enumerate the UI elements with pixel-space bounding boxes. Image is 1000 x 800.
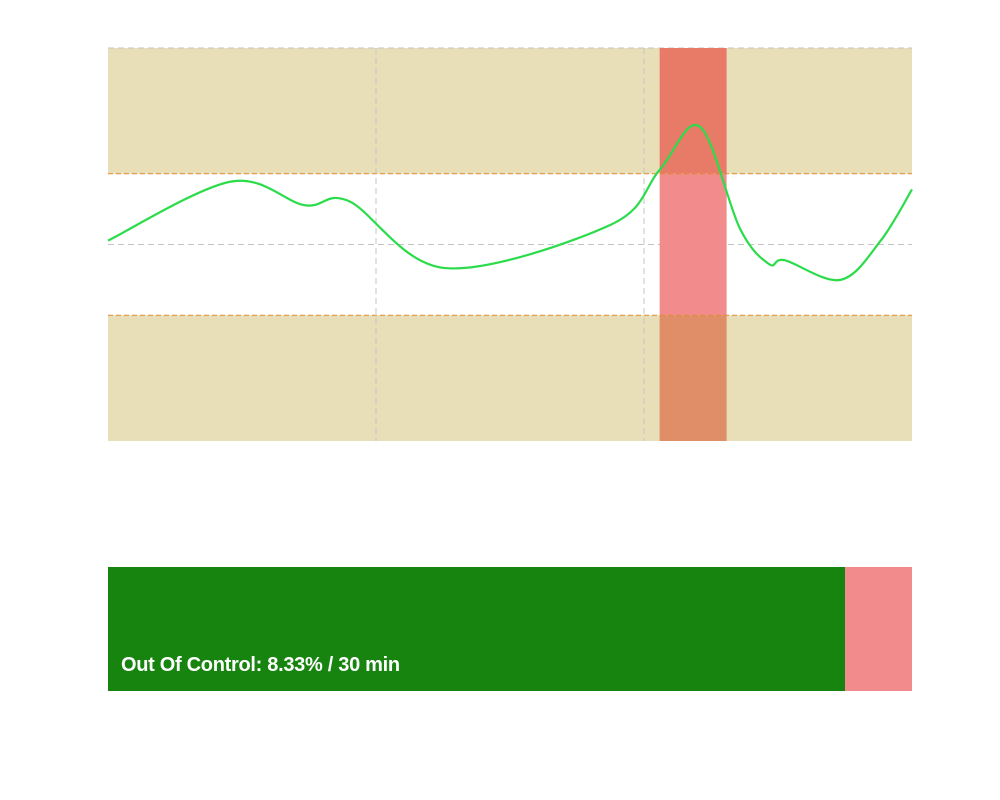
control-chart: [107, 47, 913, 441]
out-of-control-band-lower: [659, 315, 727, 441]
upper-out-of-limit-zone: [108, 48, 912, 174]
series-line-measurement: [107, 123, 913, 282]
out-of-control-summary-bar: Out Of Control: 8.33% / 30 min: [108, 567, 912, 691]
lower-out-of-limit-zone: [108, 315, 912, 441]
in-control-segment: Out Of Control: 8.33% / 30 min: [108, 567, 846, 691]
out-of-control-segment: [845, 567, 912, 691]
out-of-control-label: Out Of Control: 8.33% / 30 min: [121, 654, 400, 676]
out-of-control-band: [659, 173, 727, 316]
